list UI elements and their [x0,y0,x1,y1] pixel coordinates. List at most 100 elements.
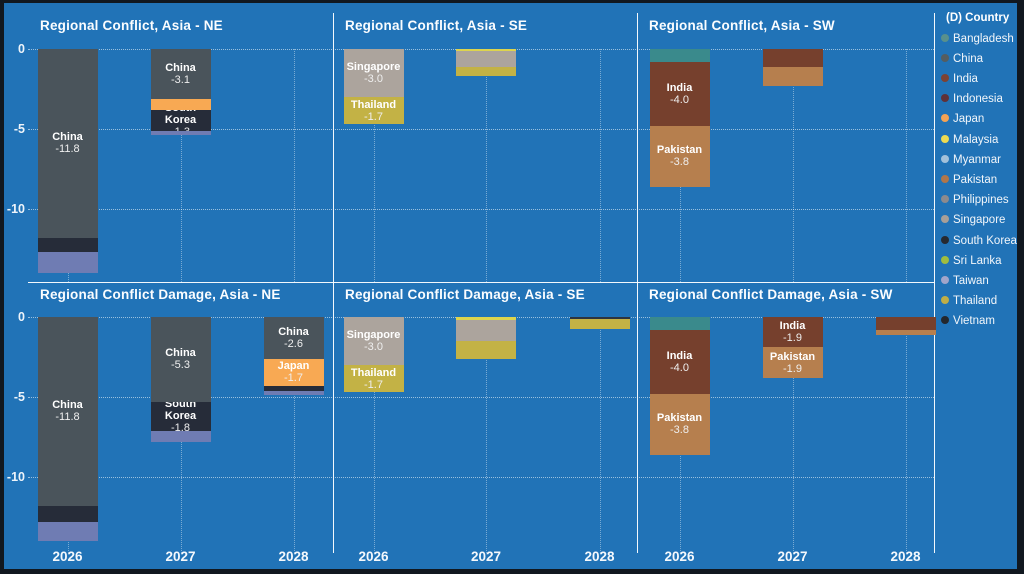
bar-segment-label: China -5.3 [151,347,211,371]
legend-item-malaysia[interactable]: Malaysia [941,132,998,148]
bar-segment-thailand[interactable] [569,319,630,329]
legend-item-vietnam[interactable]: Vietnam [941,313,995,329]
bar-segment-pakistan[interactable]: Pakistan -3.8 [649,125,710,187]
bar-segment-china[interactable]: China -11.8 [37,49,98,238]
gridline-vertical [486,317,487,553]
bar-segment-china[interactable]: China -11.8 [37,317,98,506]
bar-segment-pakistan[interactable]: Pakistan -1.9 [762,347,823,378]
bar-segment-singapore[interactable]: Singapore -3.0 [343,317,404,365]
legend-item-india[interactable]: India [941,71,978,87]
x-axis-year-label: 2026 [358,549,389,564]
bar-segment-taiwan[interactable] [263,391,324,396]
bar-segment-thailand[interactable] [456,67,516,77]
bar-segment-label: Singapore -3.0 [344,61,404,85]
x-axis-year-label: 2026 [52,549,83,564]
bar-segment-country: Pakistan [656,412,703,425]
legend-item-label: Singapore [953,214,1006,227]
bar-segment-label: Singapore -3.0 [344,329,404,353]
legend-item-label: South Korea [953,234,1017,247]
bar-segment-india[interactable]: India -4.0 [649,329,710,394]
bar-segment-india[interactable]: India -1.9 [762,317,823,348]
gridline-vertical [293,49,295,282]
bar-segment-country: India [779,320,806,333]
bar-segment-value: -1.7 [364,378,383,391]
legend-item-indonesia[interactable]: Indonesia [941,91,1003,107]
bar-segment-india[interactable]: India -4.0 [649,61,710,126]
bar-segment-label: South Korea-1.3 [151,110,211,131]
legend-item-pakistan[interactable]: Pakistan [941,172,997,188]
legend-item-label: Taiwan [953,274,989,287]
legend-item-sri-lanka[interactable]: Sri Lanka [941,253,1002,269]
bar-segment-south-korea[interactable]: South Korea-1.3 [150,109,211,131]
bar-segment-china[interactable]: China -3.1 [150,49,211,99]
bar-segment-malaysia[interactable] [456,49,516,51]
bar-segment-bangladesh[interactable] [649,317,710,330]
bar-segment-country: China [52,131,83,144]
bar-segment-taiwan[interactable] [37,252,98,273]
bar-segment-japan[interactable] [150,98,211,110]
bar-segment-malaysia[interactable] [456,317,516,321]
gridline-horizontal [28,209,934,210]
panel-divider-horizontal [28,282,934,283]
bar-segment-south-korea[interactable] [37,237,98,253]
y-axis-tick-label: 0 [18,42,25,56]
bar-segment-south-korea[interactable]: South Korea -1.8 [150,401,211,431]
legend-item-bangladesh[interactable]: Bangladesh [941,31,1014,47]
bar-segment-label: Pakistan -3.8 [650,144,710,168]
legend-title: (D) Country [946,12,1010,24]
legend-color-dot [941,215,949,224]
bar-segment-india[interactable] [762,49,823,67]
bar-segment-japan[interactable]: Japan -1.7 [263,358,324,386]
gridline-vertical [905,317,907,553]
legend-color-dot [941,154,949,163]
bar-segment-pakistan[interactable] [875,329,936,336]
bar-segment-south-korea[interactable] [37,505,98,522]
legend-item-china[interactable]: China [941,51,983,67]
bar-segment-singapore[interactable]: Singapore -3.0 [343,49,404,97]
bar-segment-thailand[interactable] [456,341,516,359]
legend-item-philippines[interactable]: Philippines [941,192,1009,208]
bar-segment-singapore[interactable] [456,50,516,68]
bar-segment-pakistan[interactable] [762,66,823,86]
bar-segment-india[interactable] [875,317,936,330]
bar-segment-south-korea[interactable] [263,385,324,392]
bar-segment-thailand[interactable]: Thailand -1.7 [343,97,404,125]
gridline-vertical [373,317,375,553]
bar-segment-thailand[interactable]: Thailand -1.7 [343,365,404,393]
legend-item-myanmar[interactable]: Myanmar [941,152,1001,168]
legend-item-label: Vietnam [953,315,995,328]
bar-segment-pakistan[interactable]: Pakistan -3.8 [649,393,710,455]
bar-segment-china[interactable]: China -2.6 [263,317,324,359]
legend-item-japan[interactable]: Japan [941,111,984,127]
gridline-vertical [599,317,601,553]
gridline-vertical [792,49,794,282]
bar-segment-value: -11.8 [55,411,80,424]
legend-item-label: Philippines [953,194,1009,207]
bar-segment-vietnam[interactable] [569,317,630,320]
bar-segment-taiwan[interactable] [150,130,211,136]
legend-item-singapore[interactable]: Singapore [941,212,1005,228]
bar-segment-china[interactable]: China -5.3 [150,317,211,402]
bar-segment-taiwan[interactable] [37,521,98,541]
legend-color-dot [941,235,949,244]
bar-segment-country: South Korea [164,110,197,127]
x-axis-year-label: 2026 [664,549,695,564]
bar-segment-value: -3.1 [171,73,190,86]
bar-segment-label: China -11.8 [38,399,98,423]
bar-segment-bangladesh[interactable] [649,49,710,62]
bar-segment-label: Pakistan -3.8 [650,412,710,436]
legend-item-south-korea[interactable]: South Korea [941,233,1017,249]
legend-item-thailand[interactable]: Thailand [941,293,997,309]
bar-segment-country: China [165,61,196,74]
panel-title-regional-conflict-damage-asia-se: Regional Conflict Damage, Asia - SE [345,287,585,302]
legend-color-dot [941,275,949,284]
bar-segment-singapore[interactable] [456,320,516,341]
legend-item-taiwan[interactable]: Taiwan [941,273,989,289]
x-axis-year-label: 2028 [890,549,921,564]
bar-segment-taiwan[interactable] [150,430,211,442]
bar-segment-label: China -2.6 [264,326,324,350]
bar-segment-country: Thailand [350,366,397,379]
panel-title-regional-conflict-asia-sw: Regional Conflict, Asia - SW [649,18,835,33]
panel-title-regional-conflict-asia-se: Regional Conflict, Asia - SE [345,18,528,33]
bar-segment-country: China [52,399,83,412]
